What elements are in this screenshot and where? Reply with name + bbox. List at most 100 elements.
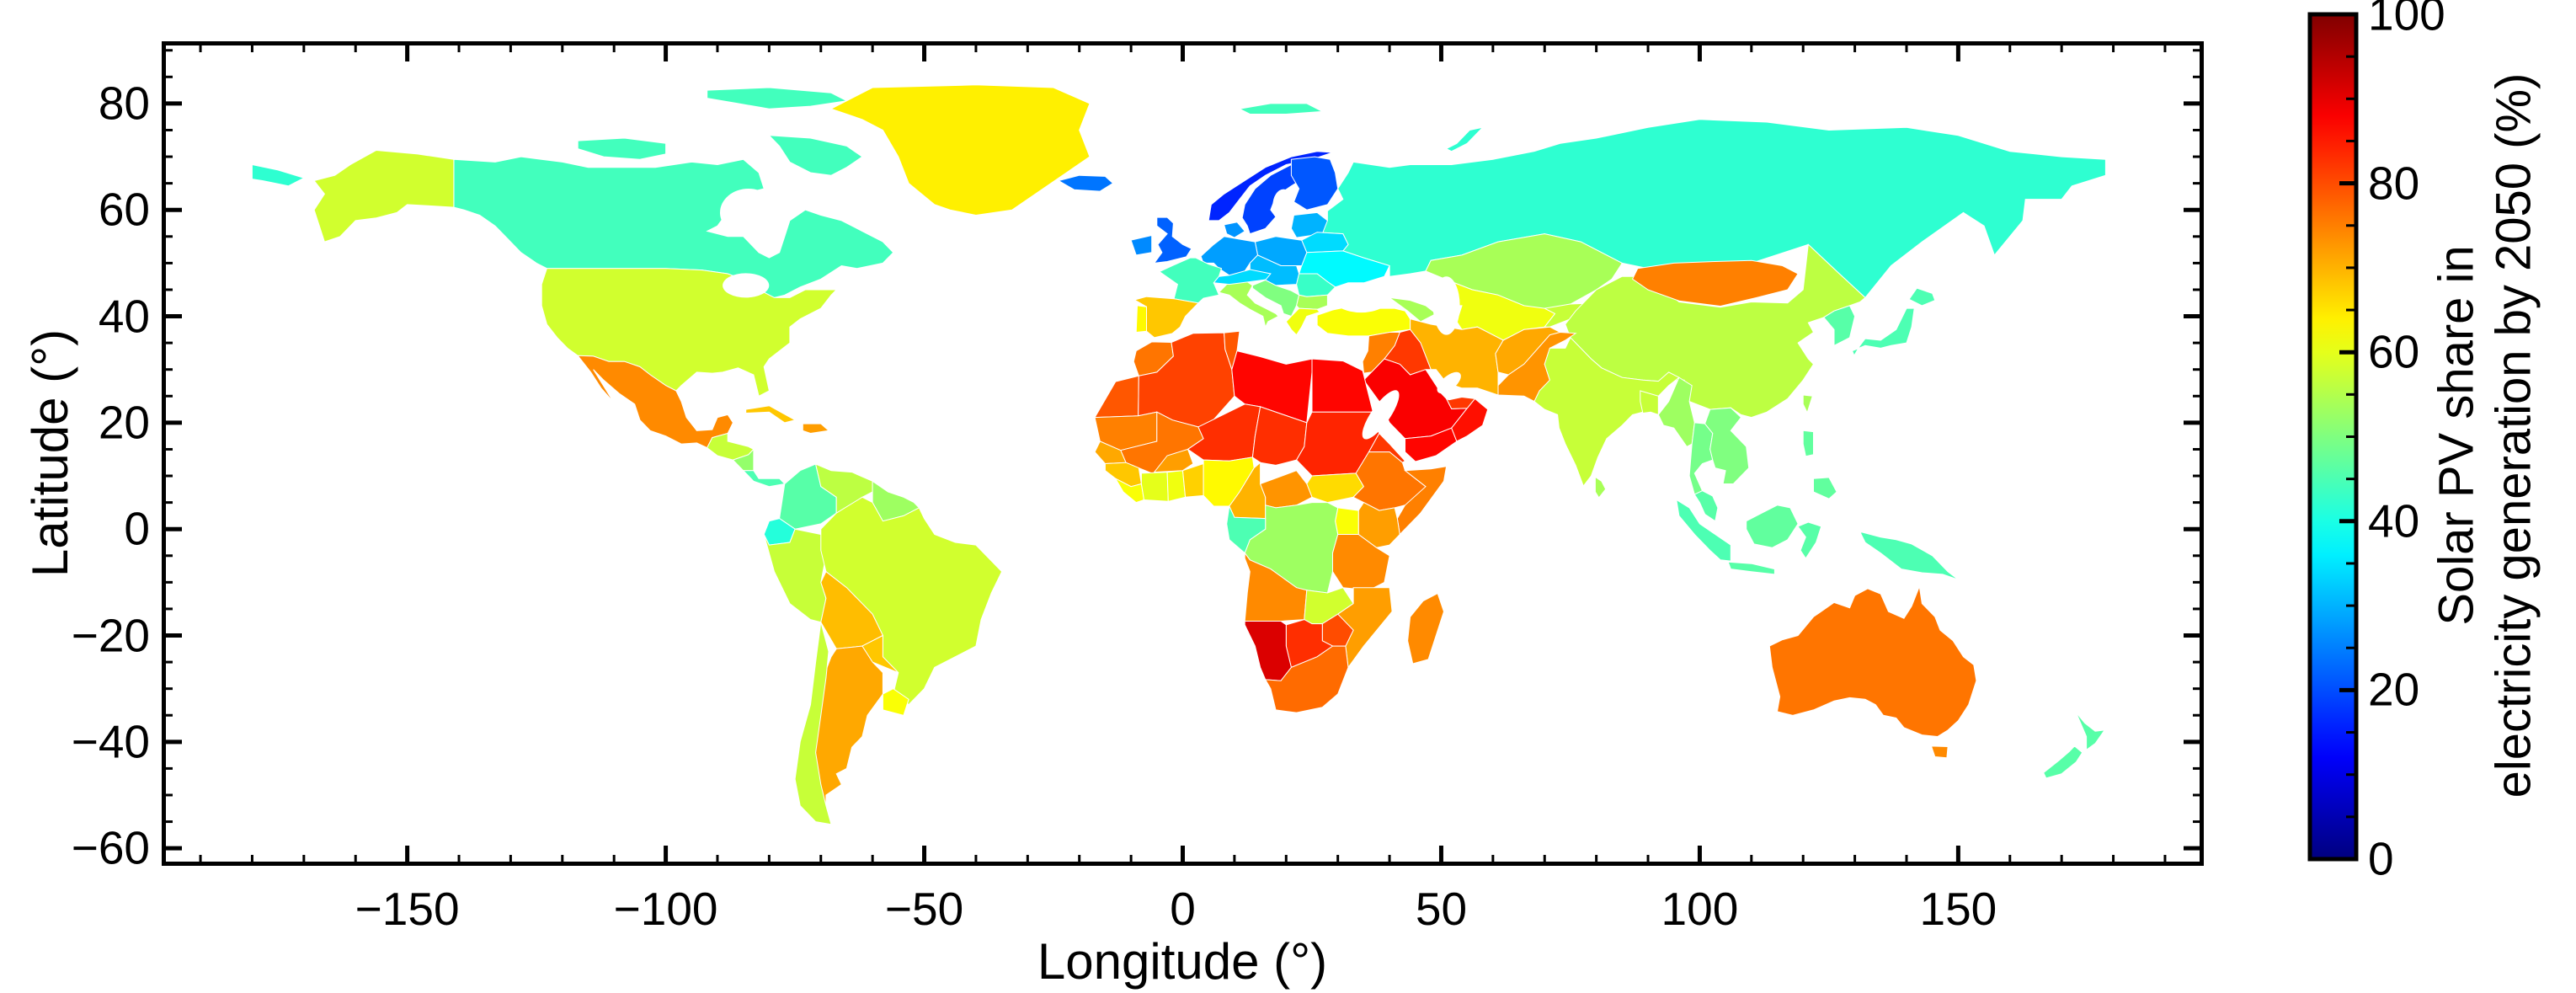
- region-baffin-island: [768, 135, 863, 176]
- region-new-zealand-south: [2043, 745, 2083, 779]
- region-chukotka-west: [251, 163, 306, 187]
- region-burkina-faso: [1153, 448, 1194, 473]
- region-portugal: [1135, 305, 1147, 334]
- region-borneo: [1746, 505, 1799, 548]
- region-angola: [1244, 552, 1308, 622]
- region-south-africa: [1264, 645, 1349, 713]
- colorbar-label-line1: Solar PV share in: [2429, 245, 2484, 626]
- sea-overlay: [723, 273, 770, 298]
- y-tick-label--40: −40: [71, 715, 150, 768]
- y-tick-label--20: −20: [71, 609, 150, 661]
- y-axis-label: Latitude (°): [22, 328, 78, 578]
- region-indochina: [1704, 407, 1750, 484]
- region-somalia: [1396, 466, 1448, 536]
- region-iceland: [1057, 174, 1114, 192]
- region-java: [1727, 561, 1775, 575]
- sea-overlay: [720, 189, 777, 237]
- region-nicaragua: [732, 448, 755, 472]
- region-bolivia: [820, 570, 884, 649]
- region-namibia: [1244, 621, 1292, 681]
- region-taiwan: [1802, 394, 1813, 414]
- x-tick-label-150: 150: [1919, 883, 1997, 935]
- region-western-sahara: [1094, 375, 1139, 419]
- region-uae-qatar: [1445, 396, 1476, 409]
- region-united-kingdom: [1153, 216, 1192, 264]
- y-tick-label-60: 60: [98, 183, 150, 236]
- region-greece: [1285, 307, 1321, 336]
- region-hispaniola: [802, 423, 830, 435]
- region-chile: [794, 622, 832, 825]
- region-novaya-zemlya: [1445, 126, 1485, 152]
- region-korea: [1823, 305, 1856, 347]
- region-balkans: [1251, 280, 1300, 318]
- region-finland: [1290, 156, 1339, 211]
- colorbar-label-line2: electricity generation by 2050 (%): [2487, 72, 2541, 798]
- colorbar-tick-label-80: 80: [2368, 157, 2420, 210]
- region-hokkaido: [1908, 287, 1936, 307]
- x-tick-label--50: −50: [884, 883, 964, 935]
- region-uganda: [1335, 507, 1359, 535]
- region-mongolia: [1631, 259, 1799, 307]
- region-malaysia: [1693, 490, 1719, 522]
- colorbar-tick-label-60: 60: [2368, 325, 2420, 378]
- region-guatemala-honduras: [707, 432, 755, 461]
- region-new-zealand-north: [2075, 712, 2106, 751]
- colorbar-label: Solar PV share in electricity generation…: [2429, 73, 2544, 798]
- region-norway: [1208, 151, 1333, 222]
- region-gabon-congo: [1226, 505, 1267, 554]
- region-new-guinea: [1859, 531, 1959, 580]
- region-sulawesi: [1797, 521, 1822, 559]
- region-ellesmere-island: [707, 87, 849, 109]
- colorbar-tick-label-100: 100: [2368, 0, 2445, 40]
- sea-overlay: [1362, 390, 1400, 440]
- sea-overlay: [1272, 189, 1295, 222]
- x-tick-label-100: 100: [1661, 883, 1739, 935]
- region-brazil: [820, 496, 1003, 706]
- sea-overlay: [1437, 371, 1461, 394]
- region-central-african-republic: [1259, 470, 1313, 509]
- region-denmark: [1223, 222, 1245, 238]
- region-ireland: [1130, 234, 1153, 256]
- region-tasmania: [1930, 745, 1949, 759]
- region-france: [1158, 257, 1223, 304]
- x-tick-label--150: −150: [355, 883, 460, 935]
- x-axis-label: Longitude (°): [1037, 933, 1328, 990]
- region-uruguay: [882, 688, 909, 716]
- region-bulgaria: [1296, 294, 1328, 310]
- sea-overlays: [720, 189, 1461, 440]
- region-australia: [1768, 585, 1977, 738]
- region-cuba: [745, 405, 797, 424]
- y-tick-label--60: −60: [71, 821, 150, 874]
- x-tick-label-50: 50: [1415, 883, 1468, 935]
- x-tick-label-0: 0: [1170, 883, 1196, 935]
- region-luzon: [1802, 430, 1814, 457]
- region-japan: [1851, 307, 1915, 364]
- y-tick-label-0: 0: [124, 502, 150, 555]
- region-thailand: [1688, 422, 1714, 495]
- region-bangladesh: [1640, 390, 1659, 416]
- region-tanzania: [1332, 534, 1390, 591]
- region-greenland: [829, 84, 1091, 216]
- region-madagascar: [1407, 592, 1445, 665]
- x-tick-label--100: −100: [613, 883, 718, 935]
- region-alaska: [313, 149, 455, 243]
- colorbar-tick-label-40: 40: [2368, 494, 2420, 547]
- colorbar-tick-label-0: 0: [2368, 832, 2394, 885]
- region-mindanao: [1813, 477, 1837, 499]
- y-tick-label-40: 40: [98, 290, 150, 343]
- region-victoria-island: [577, 137, 667, 160]
- region-india: [1533, 336, 1680, 488]
- region-italy: [1218, 280, 1279, 328]
- map-regions: [251, 84, 2106, 825]
- y-tick-label-20: 20: [98, 396, 150, 449]
- plot-frame: [162, 41, 2204, 866]
- colorbar-tick-label-20: 20: [2368, 663, 2420, 716]
- sea-overlay: [1332, 282, 1390, 313]
- region-oman: [1451, 398, 1489, 442]
- region-svalbard: [1238, 103, 1325, 115]
- map-plot-area: [162, 41, 2204, 866]
- region-sri-lanka: [1594, 476, 1607, 499]
- region-sumatra: [1676, 499, 1731, 562]
- colorbar-frame: [2307, 12, 2359, 862]
